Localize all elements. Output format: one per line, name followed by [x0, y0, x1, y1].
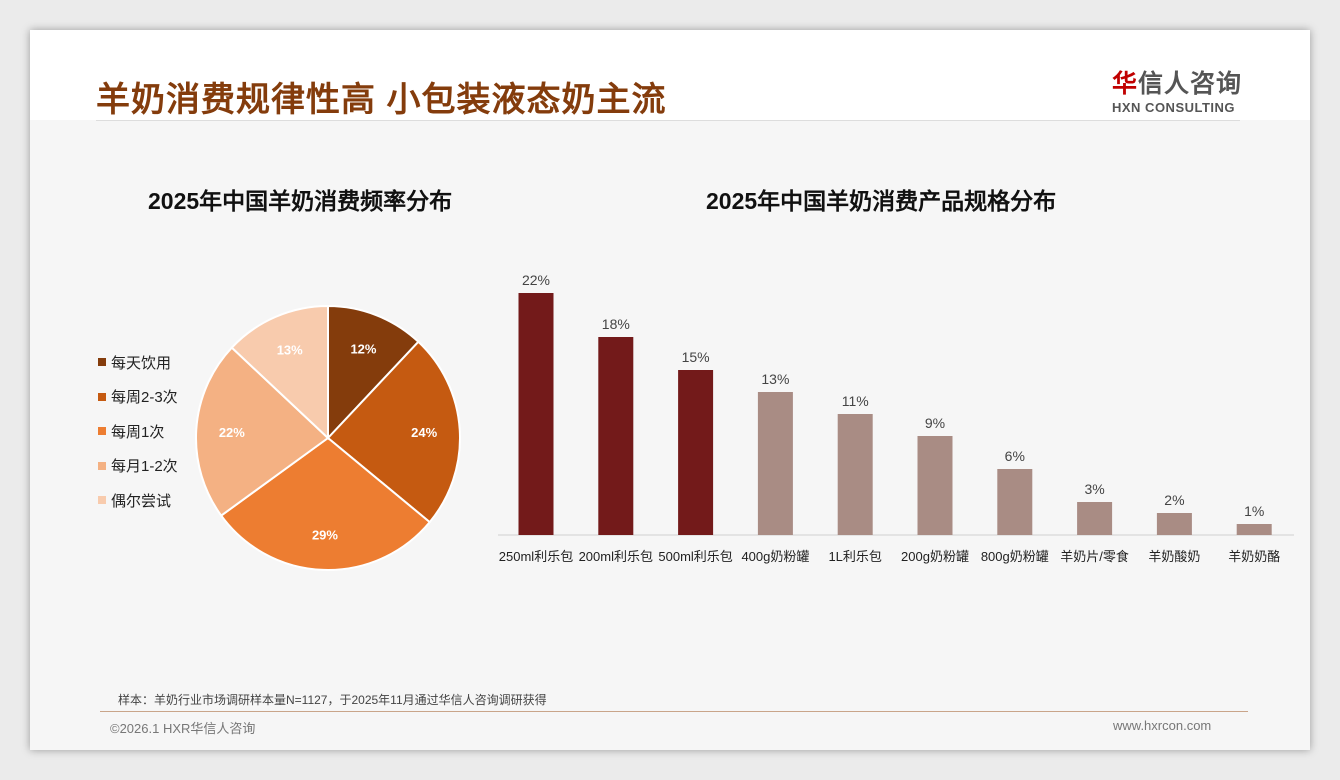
- legend-label: 每周2-3次: [111, 389, 178, 407]
- bar-data-label: 11%: [842, 393, 869, 409]
- logo-en: HXN CONSULTING: [1112, 100, 1236, 115]
- bar: [837, 414, 873, 535]
- logo: 华信人咨询 HXN CONSULTING: [1112, 64, 1242, 115]
- bar-data-label: 22%: [522, 272, 550, 288]
- bar-data-label: 3%: [1084, 481, 1104, 497]
- copyright: ©2026.1 HXR华信人咨询: [110, 721, 256, 736]
- legend-label: 每天饮用: [111, 354, 172, 372]
- legend-label: 每月1-2次: [111, 458, 178, 476]
- pie-slice: [326, 340, 461, 524]
- bar: [757, 392, 793, 535]
- bar-data-label: 1%: [1244, 503, 1264, 519]
- bar-data-label: 18%: [602, 316, 630, 332]
- pie-data-label: 12%: [350, 341, 376, 356]
- bar-title: 2025年中国羊奶消费产品规格分布: [706, 188, 1057, 214]
- bar: [997, 469, 1033, 535]
- x-tick-label: 羊奶片/零食: [1060, 549, 1129, 564]
- pie-slice: [327, 304, 420, 441]
- bar: [1156, 513, 1192, 535]
- bar: [678, 370, 714, 535]
- divider: [96, 120, 1240, 121]
- header: 羊奶消费规律性高 小包装液态奶主流 华信人咨询 HXN CONSULTING: [30, 30, 1310, 120]
- pie-data-label: 13%: [277, 343, 303, 358]
- bar-data-label: 15%: [682, 349, 710, 365]
- pie-data-label: 24%: [411, 425, 437, 440]
- bar: [1077, 502, 1113, 535]
- footer-divider: [100, 711, 1248, 712]
- bar: [917, 436, 953, 535]
- slide: 羊奶消费规律性高 小包装液态奶主流 华信人咨询 HXN CONSULTING 2…: [30, 30, 1310, 750]
- pie-slice: [195, 346, 330, 517]
- bar-data-label: 6%: [1005, 448, 1025, 464]
- legend-label: 偶尔尝试: [111, 492, 172, 510]
- x-tick-label: 200g奶粉罐: [901, 549, 969, 564]
- pie-legend: 每天饮用每周2-3次 每周1次每月1-2次 偶尔尝试: [98, 345, 178, 518]
- x-tick-label: 800g奶粉罐: [981, 549, 1049, 564]
- charts-svg: 12% 24% 29% 22% 13% 22% 250ml利乐包 18% 200ml利乐包 15%…: [195, 272, 1294, 571]
- x-tick-label: 1L利乐包: [828, 549, 881, 564]
- pie-slice: [230, 304, 329, 441]
- x-tick-label: 250ml利乐包: [499, 549, 573, 564]
- legend-label: 每周1次: [111, 423, 165, 441]
- x-tick-label: 400g奶粉罐: [741, 549, 809, 564]
- pie-title: 2025年中国羊奶消费频率分布: [148, 188, 453, 214]
- legend-swatch: [98, 392, 106, 401]
- legend-swatch: [98, 461, 106, 470]
- bar: [598, 337, 634, 535]
- page-title: 羊奶消费规律性高 小包装液态奶主流: [96, 81, 667, 119]
- legend-item: 每月1-2次: [98, 449, 178, 484]
- logo-mark: 华: [1112, 70, 1139, 98]
- x-tick-label: 200ml利乐包: [579, 549, 653, 564]
- legend-item: 每天饮用: [98, 345, 178, 380]
- legend-swatch: [98, 427, 106, 436]
- legend-swatch: [98, 496, 106, 505]
- website-url: www.hxrcon.com: [1113, 718, 1212, 733]
- pie-data-label: 29%: [312, 527, 338, 542]
- legend-item: 每周1次: [98, 414, 178, 449]
- bar-data-label: 9%: [925, 415, 945, 431]
- x-tick-label: 羊奶奶酪: [1228, 549, 1280, 564]
- legend-item: 偶尔尝试: [98, 483, 178, 518]
- bar-data-label: 13%: [761, 371, 789, 387]
- logo-cn: 信人咨询: [1138, 70, 1243, 98]
- bar-data-label: 2%: [1164, 492, 1184, 508]
- legend-swatch: [98, 358, 106, 367]
- bar: [518, 293, 554, 535]
- sample-note: 样本：羊奶行业市场调研样本量N=1127，于2025年11月通过华信人咨询调研获…: [118, 693, 547, 707]
- pie-slice: [219, 436, 432, 571]
- bar: [1236, 524, 1272, 535]
- pie-data-label: 22%: [219, 425, 245, 440]
- x-tick-label: 羊奶酸奶: [1148, 549, 1200, 564]
- legend-item: 每周2-3次: [98, 380, 178, 415]
- x-tick-label: 500ml利乐包: [658, 549, 732, 564]
